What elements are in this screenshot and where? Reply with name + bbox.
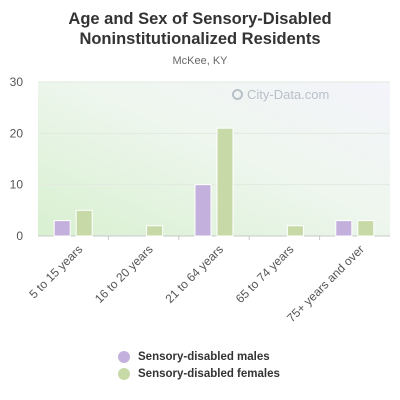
x-tick-label: 16 to 20 years: [92, 242, 156, 306]
watermark-text: City-Data.com: [247, 87, 330, 102]
y-tick-label: 30: [10, 75, 24, 89]
chart-title-line-1: Age and Sex of Sensory-Disabled: [68, 10, 332, 28]
y-tick-label: 0: [16, 229, 23, 243]
x-tick-label: 75+ years and over: [284, 242, 367, 325]
magnifier-icon: [232, 89, 243, 100]
y-axis-ticks: 0 10 20 30: [10, 75, 24, 243]
legend-label-males: Sensory-disabled males: [138, 351, 270, 363]
chart-subtitle: McKee, KY: [172, 55, 228, 67]
y-tick-label: 10: [10, 178, 24, 192]
x-tick-label: 5 to 15 years: [26, 242, 85, 301]
legend-swatch-males: [118, 351, 130, 363]
bar-females: [216, 127, 234, 237]
bar-males: [335, 220, 353, 237]
y-tick-label: 20: [10, 126, 24, 140]
legend: Sensory-disabled males Sensory-disabled …: [118, 349, 280, 383]
chart-title: Age and Sex of Sensory-Disabled Noninsti…: [0, 9, 400, 49]
bar-females: [75, 209, 93, 237]
gridlines: [38, 81, 390, 240]
bar-females: [286, 225, 304, 237]
x-axis-ticks: 5 to 15 years 16 to 20 years 21 to 64 year…: [26, 242, 367, 325]
watermark: City-Data.com: [232, 87, 329, 102]
plot-area: [38, 82, 390, 236]
bar-males: [53, 220, 71, 237]
legend-item-males: Sensory-disabled males: [118, 349, 280, 365]
x-tick-label: 21 to 64 years: [162, 242, 226, 306]
bar-females: [146, 225, 164, 237]
legend-swatch-females: [118, 368, 130, 380]
bars: [53, 127, 375, 237]
bar-males: [194, 184, 212, 237]
x-tick-label: 65 to 74 years: [233, 242, 297, 306]
legend-label-females: Sensory-disabled females: [138, 368, 280, 380]
chart-title-line-2: Noninstitutionalized Residents: [79, 30, 321, 48]
legend-item-females: Sensory-disabled females: [118, 366, 280, 382]
bar-females: [357, 220, 375, 237]
